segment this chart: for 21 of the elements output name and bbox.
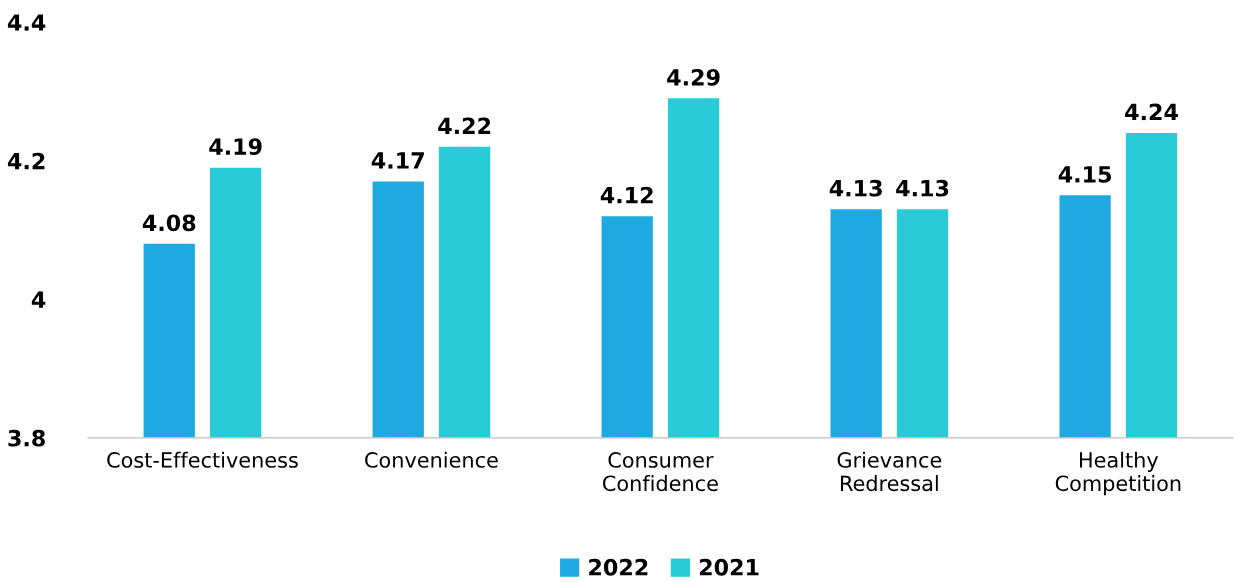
legend-label: 2022 bbox=[589, 558, 648, 576]
data-label: 4.15 bbox=[1058, 166, 1111, 183]
data-label: 4.24 bbox=[1125, 103, 1178, 121]
data-label: 4.22 bbox=[438, 117, 491, 134]
data-label: 4.19 bbox=[209, 138, 262, 156]
y-tick-label: 4.2 bbox=[7, 152, 45, 170]
data-label: 4.17 bbox=[371, 152, 424, 169]
x-tick-label: Convenience bbox=[365, 451, 498, 468]
x-tick-label: Consumer Confidence bbox=[602, 452, 718, 492]
y-tick-label: 4.4 bbox=[7, 14, 46, 31]
data-label: 4.13 bbox=[896, 179, 949, 197]
data-label: 4.13 bbox=[829, 179, 882, 197]
y-tick-label: 4 bbox=[31, 291, 46, 308]
legend-label: 2021 bbox=[699, 558, 759, 576]
x-tick-label: Cost-Effectiveness bbox=[107, 451, 298, 468]
y-tick-label: 3.8 bbox=[8, 429, 45, 447]
data-label: 4.08 bbox=[142, 214, 196, 232]
data-label: 4.12 bbox=[600, 186, 653, 204]
data-label: 4.29 bbox=[667, 68, 720, 86]
x-tick-label: Healthy Competition bbox=[1055, 451, 1181, 496]
x-tick-label: Grievance Redressal bbox=[837, 451, 942, 492]
